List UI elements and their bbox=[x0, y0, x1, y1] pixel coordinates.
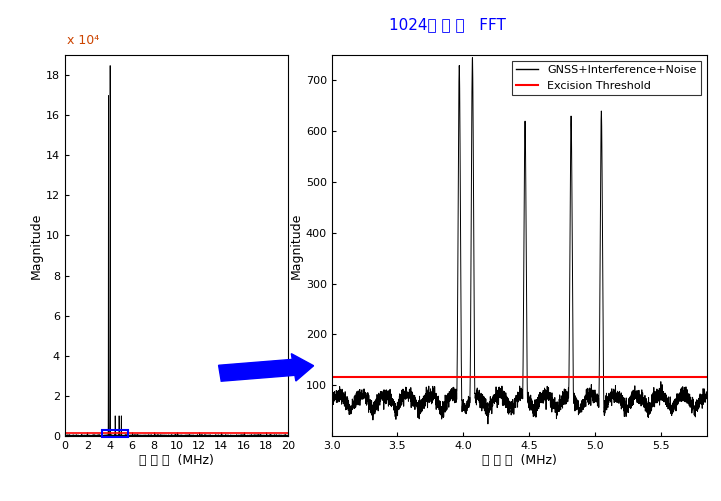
FancyArrow shape bbox=[218, 354, 314, 381]
Y-axis label: Magnitude: Magnitude bbox=[290, 212, 303, 279]
Text: x 10⁴: x 10⁴ bbox=[67, 35, 99, 48]
Text: 1024포 인 트   FFT: 1024포 인 트 FFT bbox=[389, 18, 505, 33]
X-axis label: 주 파 수  (MHz): 주 파 수 (MHz) bbox=[482, 453, 557, 466]
Bar bbox=[102, 430, 128, 437]
X-axis label: 주 파 수  (MHz): 주 파 수 (MHz) bbox=[139, 453, 214, 466]
Y-axis label: Magnitude: Magnitude bbox=[30, 212, 43, 279]
Legend: GNSS+Interference+Noise, Excision Threshold: GNSS+Interference+Noise, Excision Thresh… bbox=[512, 61, 701, 95]
